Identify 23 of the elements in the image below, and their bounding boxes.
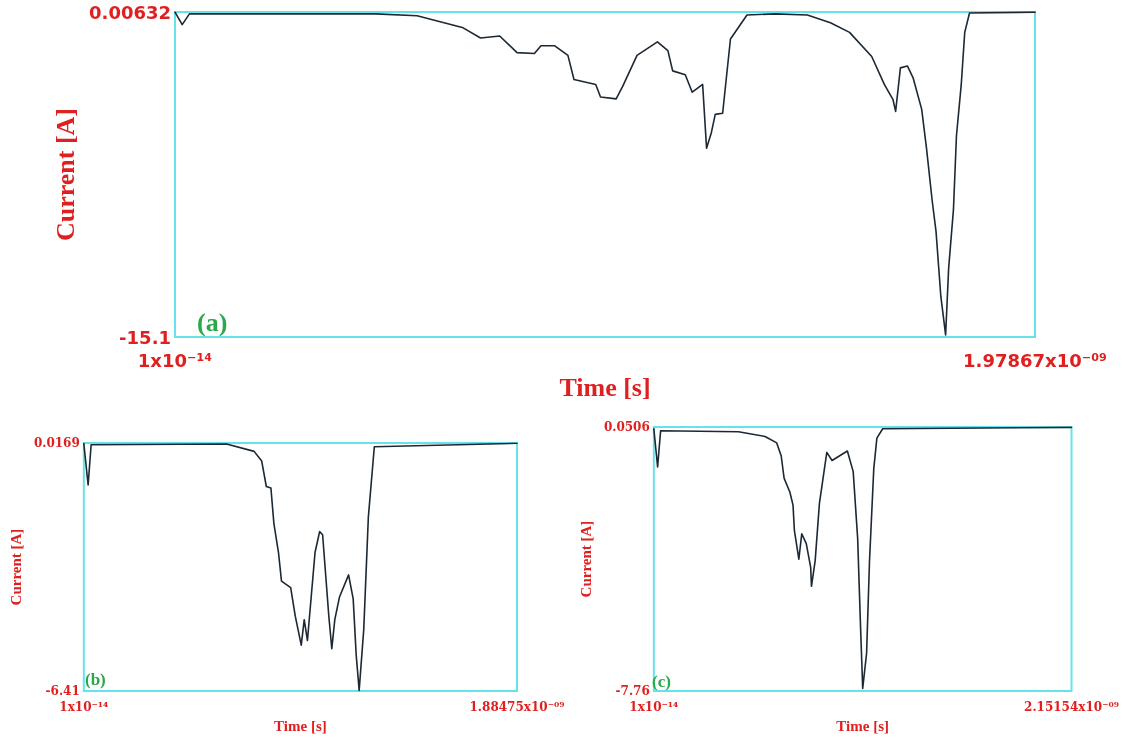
y-tick-label: -15.1 bbox=[119, 326, 171, 348]
x-tick-label: 1x10⁻¹⁴ bbox=[137, 349, 213, 371]
x-tick-label: 1.97867x10⁻⁰⁹ bbox=[963, 349, 1107, 371]
x-axis-title: Time [s] bbox=[559, 372, 651, 402]
y-tick-label: -6.41 bbox=[45, 684, 80, 699]
y-tick-label: -7.76 bbox=[615, 684, 650, 699]
x-tick-label: 1x10⁻¹⁴ bbox=[629, 700, 679, 715]
line-series bbox=[83, 442, 518, 692]
annotation: (a) bbox=[197, 307, 228, 337]
y-axis-title: Current [A] bbox=[50, 108, 80, 242]
x-axis-title: Time [s] bbox=[836, 717, 889, 734]
x-axis-title: Time [s] bbox=[274, 717, 327, 734]
y-tick-label: 0.00632 bbox=[89, 1, 171, 23]
line-series bbox=[653, 426, 1073, 690]
y-tick-label: 0.0506 bbox=[603, 420, 650, 434]
x-tick-label: 1x10⁻¹⁴ bbox=[59, 700, 109, 715]
line-series bbox=[174, 11, 1036, 336]
y-axis-title: Current [A] bbox=[7, 528, 24, 606]
annotation: (b) bbox=[85, 670, 106, 689]
x-tick-label: 1.88475x10⁻⁰⁹ bbox=[469, 700, 565, 715]
y-axis-title: Current [A] bbox=[577, 520, 594, 598]
y-tick-label: 0.0169 bbox=[33, 436, 80, 450]
x-tick-label: 2.15154x10⁻⁰⁹ bbox=[1024, 700, 1119, 715]
